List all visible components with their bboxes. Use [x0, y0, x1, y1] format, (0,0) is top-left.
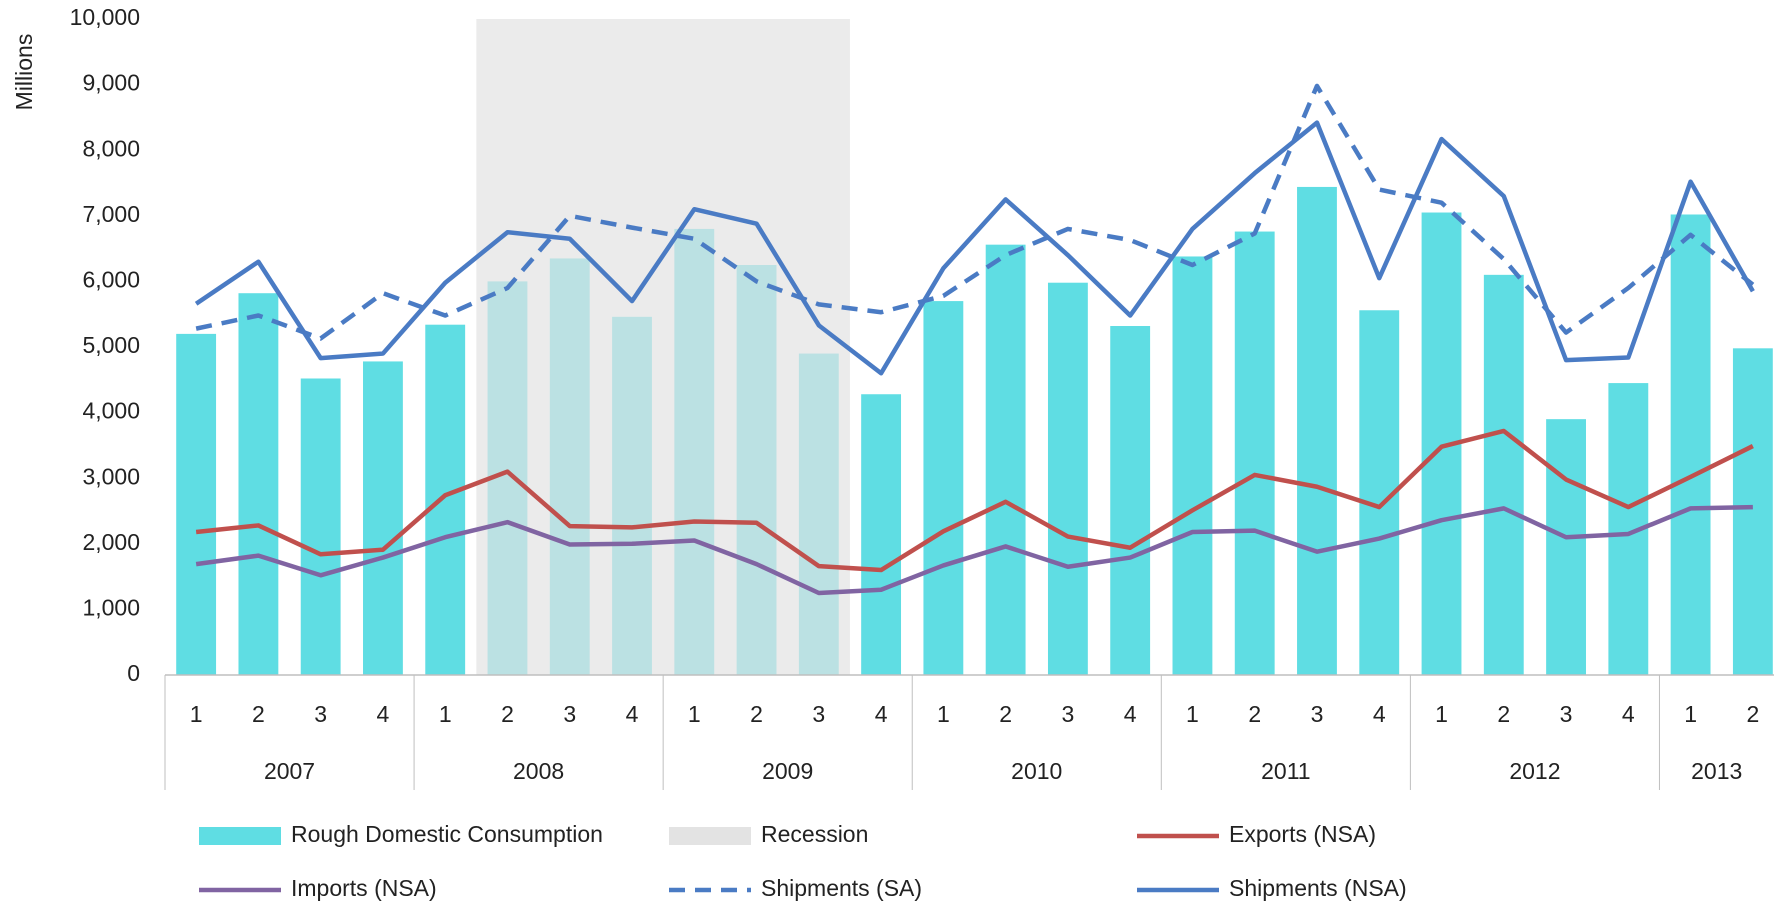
x-tick-label: 4 — [626, 701, 639, 727]
legend-label: Rough Domestic Consumption — [291, 821, 603, 847]
x-group-label: 2007 — [264, 758, 315, 784]
x-group-label: 2008 — [513, 758, 564, 784]
bar — [1297, 186, 1337, 675]
legend-swatch — [669, 827, 751, 845]
bar — [1047, 282, 1088, 675]
x-tick-label: 1 — [937, 701, 950, 727]
y-tick-label: 6,000 — [82, 266, 140, 292]
x-tick-label: 1 — [1684, 701, 1697, 727]
x-tick-label: 3 — [1062, 701, 1075, 727]
y-tick-label: 9,000 — [82, 70, 140, 96]
x-tick-label: 1 — [190, 701, 203, 727]
x-group-label: 2010 — [1011, 758, 1062, 784]
x-tick-label: 1 — [688, 701, 701, 727]
y-tick-label: 1,000 — [82, 594, 140, 620]
y-tick-label: 3,000 — [82, 463, 140, 489]
bar — [1483, 274, 1524, 675]
x-tick-label: 3 — [314, 701, 327, 727]
legend-label: Recession — [761, 821, 868, 847]
y-tick-label: 10,000 — [70, 4, 140, 30]
x-tick-label: 4 — [1622, 701, 1635, 727]
x-tick-label: 4 — [1373, 701, 1386, 727]
legend-label: Exports (NSA) — [1229, 821, 1376, 847]
bar — [923, 301, 964, 675]
x-tick-label: 4 — [1124, 701, 1137, 727]
line-series — [195, 504, 1753, 596]
legend-label: Shipments (NSA) — [1229, 875, 1407, 901]
legend-swatch — [199, 827, 281, 845]
y-tick-label: 5,000 — [82, 332, 140, 358]
x-tick-label: 2 — [1248, 701, 1261, 727]
x-tick-label: 2 — [1497, 701, 1510, 727]
x-tick-label: 1 — [1186, 701, 1199, 727]
y-tick-label: 8,000 — [82, 135, 140, 161]
bar — [1546, 419, 1586, 675]
x-tick-label: 4 — [377, 701, 390, 727]
line-series — [195, 428, 1754, 573]
x-tick-label: 3 — [1560, 701, 1573, 727]
bar — [425, 324, 466, 675]
y-tick-label: 0 — [127, 660, 140, 686]
line-series — [195, 83, 1755, 341]
x-group-label: 2009 — [762, 758, 813, 784]
x-tick-label: 1 — [1435, 701, 1448, 727]
x-tick-label: 2 — [999, 701, 1012, 727]
bar — [1234, 231, 1275, 675]
line-series — [194, 120, 1755, 376]
x-tick-label: 2 — [252, 701, 265, 727]
bar — [300, 378, 341, 675]
bar — [176, 333, 217, 675]
y-tick-label: 7,000 — [82, 201, 140, 227]
x-tick-label: 3 — [563, 701, 576, 727]
x-group-label: 2013 — [1691, 758, 1742, 784]
bar — [861, 394, 902, 675]
y-axis-label: Millions — [11, 34, 37, 111]
recession-band — [476, 19, 850, 675]
x-tick-label: 2 — [750, 701, 763, 727]
bar — [1732, 348, 1773, 675]
x-group-label: 2011 — [1261, 758, 1310, 784]
x-tick-label: 2 — [1746, 701, 1759, 727]
legend-label: Shipments (SA) — [761, 875, 922, 901]
x-tick-label: 4 — [875, 701, 888, 727]
x-tick-label: 2 — [501, 701, 514, 727]
x-tick-label: 3 — [812, 701, 825, 727]
legend-label: Imports (NSA) — [291, 875, 437, 901]
y-tick-label: 2,000 — [82, 529, 140, 555]
bar — [1110, 326, 1151, 675]
bar — [985, 244, 1026, 675]
x-tick-label: 1 — [439, 701, 452, 727]
bar — [238, 293, 279, 675]
bar — [1670, 214, 1711, 675]
y-tick-label: 4,000 — [82, 398, 140, 424]
x-tick-label: 3 — [1311, 701, 1324, 727]
x-group-label: 2012 — [1509, 758, 1560, 784]
bar — [1172, 256, 1213, 675]
bar — [363, 361, 403, 675]
